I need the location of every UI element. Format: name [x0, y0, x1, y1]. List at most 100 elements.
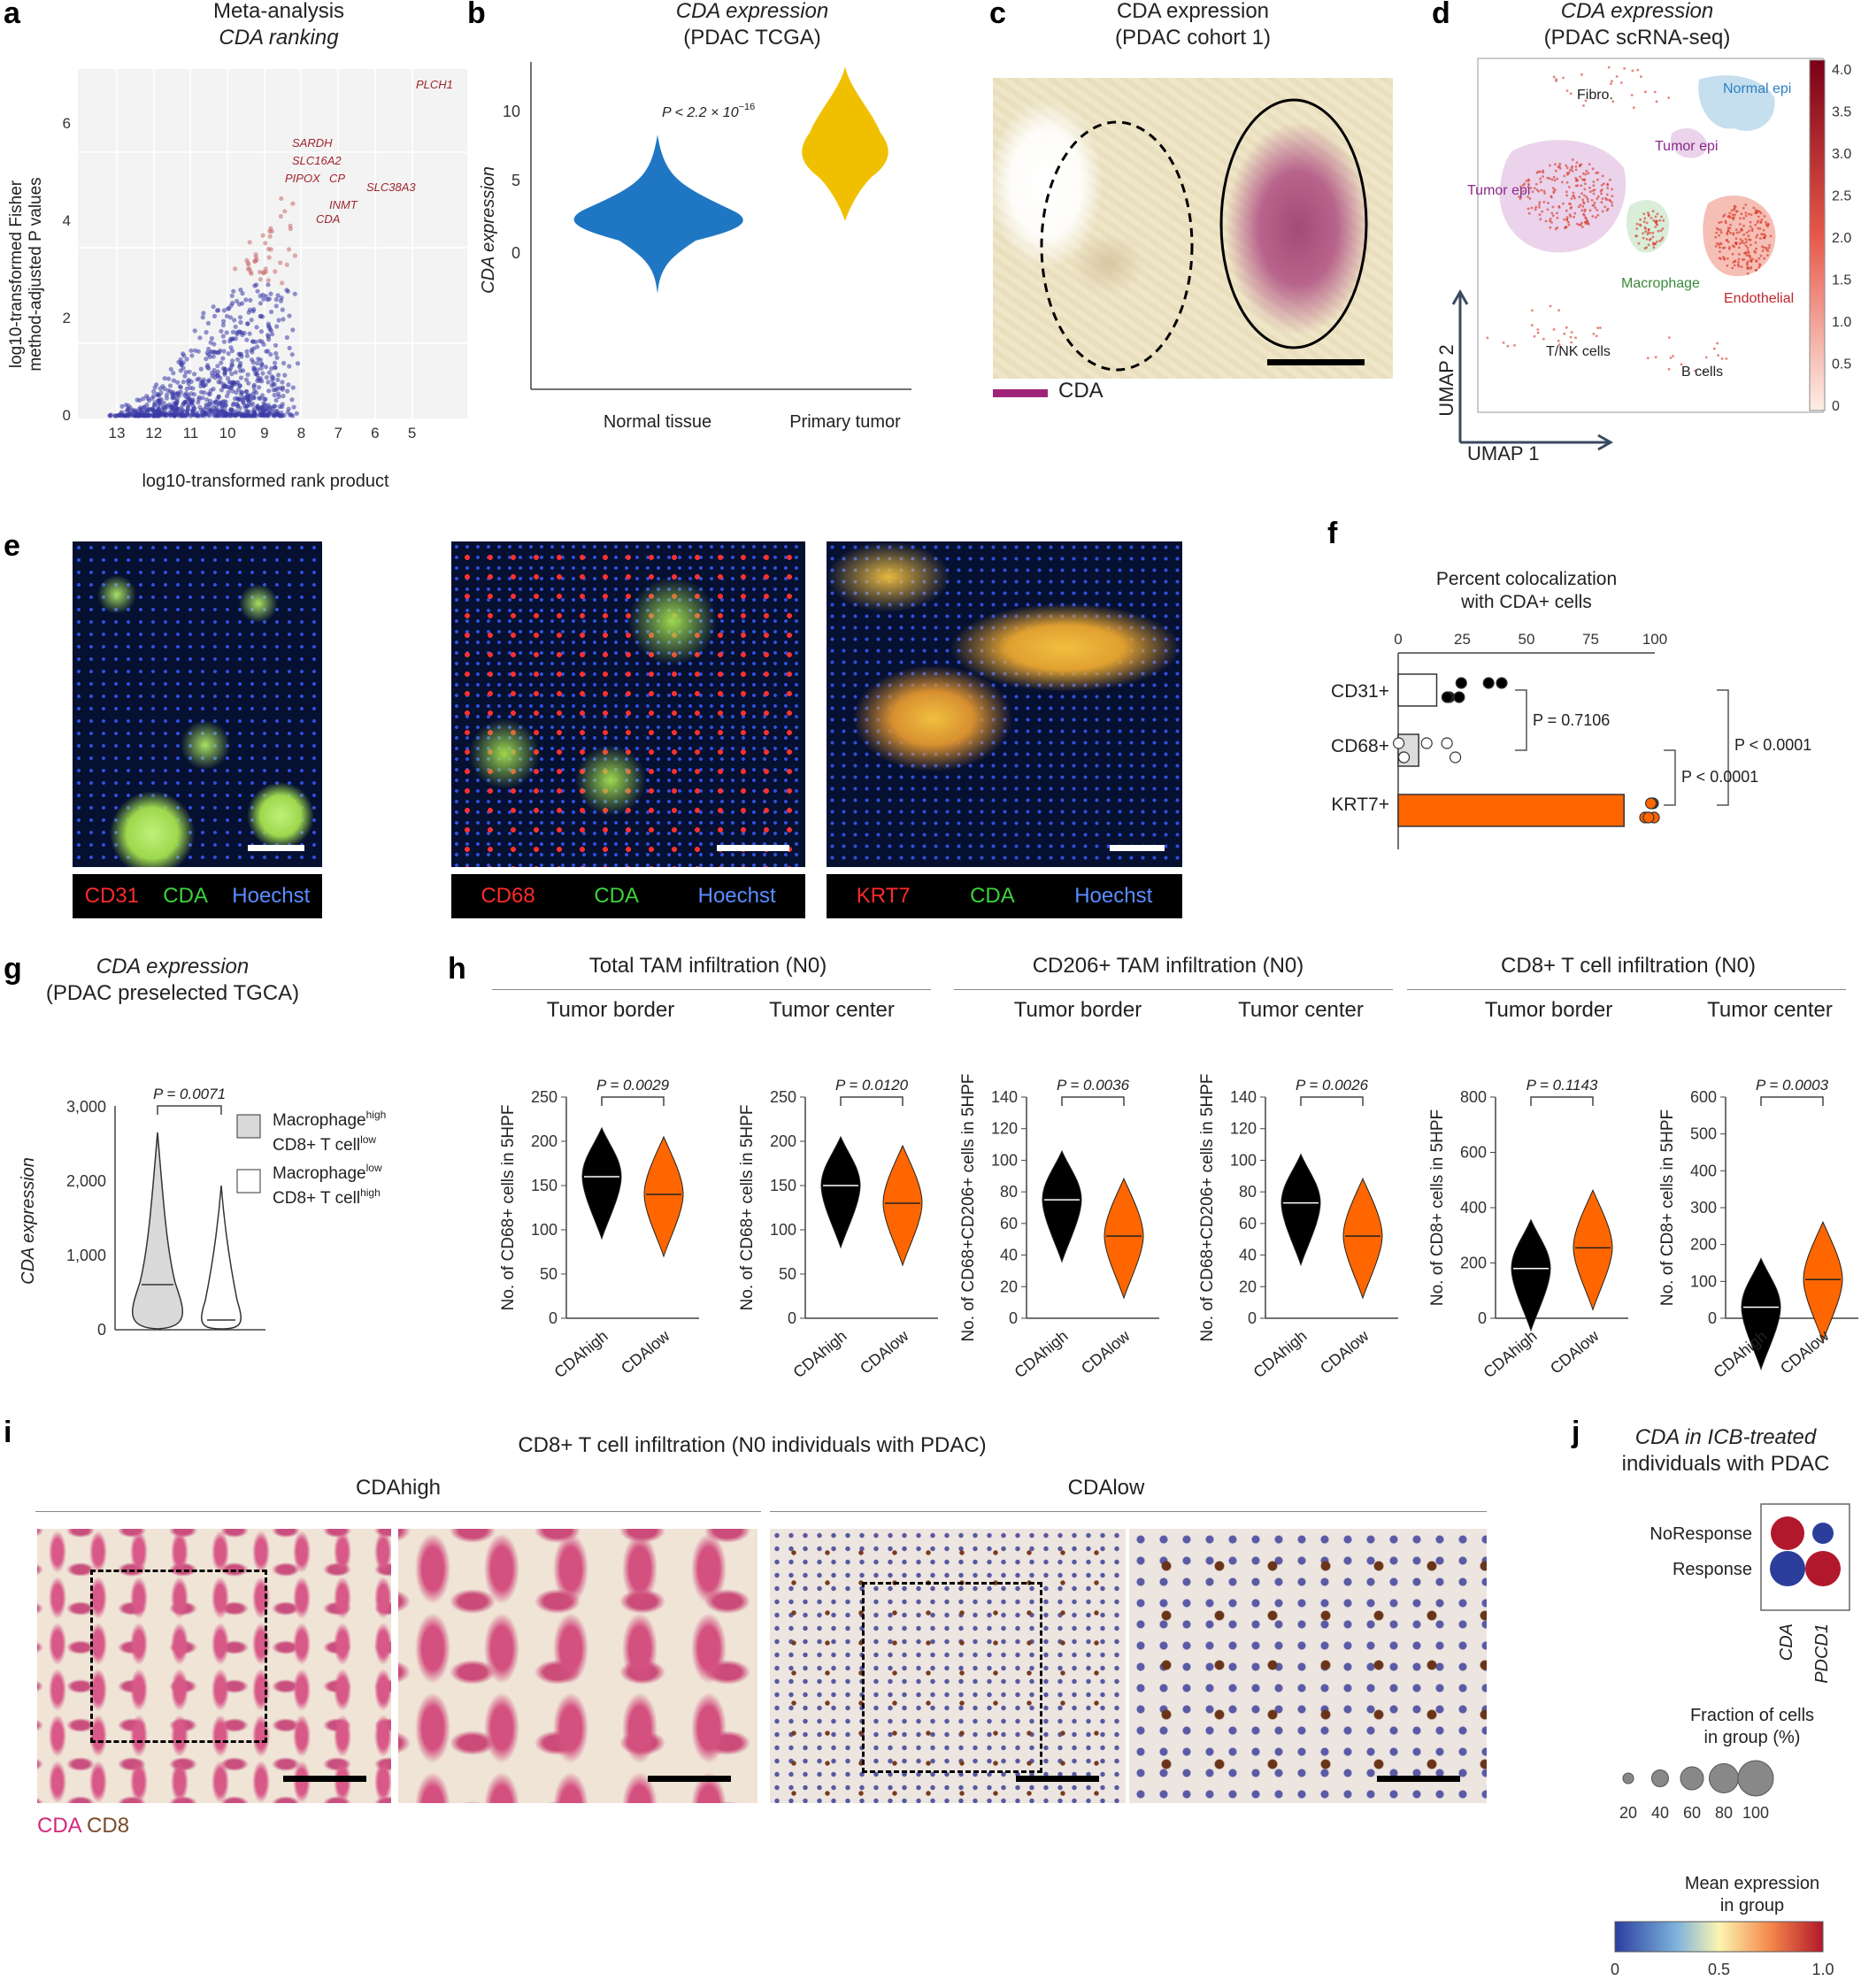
- e-tile-2-marker: CD68: [481, 884, 535, 908]
- e-tile-3-image: [827, 541, 1182, 867]
- g-leg2a: Macrophage: [273, 1164, 366, 1183]
- d-cell-dot: [1733, 264, 1736, 267]
- d-cell-dot: [1661, 227, 1665, 230]
- d-cell-dot: [1718, 221, 1721, 225]
- a-point: [221, 349, 227, 354]
- d-cell-dot: [1605, 209, 1609, 212]
- d-cell-dot: [1600, 192, 1603, 196]
- h-ytick: 400: [1690, 1162, 1717, 1179]
- d-cell-dot: [1647, 211, 1650, 214]
- a-point: [208, 388, 213, 394]
- a-point: [274, 355, 280, 360]
- d-cell-dot: [1591, 203, 1595, 207]
- d-cell-dot: [1591, 189, 1595, 192]
- d-cell-dot: [1654, 220, 1657, 224]
- d-cell-dot: [1763, 236, 1766, 240]
- a-gene-label: SLC38A3: [366, 180, 416, 194]
- d-cell-dot: [1638, 223, 1642, 226]
- d-cell-dot: [1733, 204, 1736, 208]
- d-cell-dot: [1735, 231, 1739, 234]
- j-color-tick: 0.5: [1708, 1961, 1730, 1978]
- d-cell-dot: [1565, 190, 1568, 194]
- d-cell-dot: [1595, 172, 1598, 174]
- d-cell-dot: [1658, 240, 1662, 242]
- d-cell-dot: [1603, 205, 1607, 209]
- d-cell-dot: [1533, 334, 1536, 338]
- a-point: [258, 338, 263, 344]
- a-point: [230, 358, 235, 364]
- a-point: [161, 400, 166, 405]
- a-gene-label: SARDH: [292, 136, 333, 150]
- d-cell-dot: [1596, 209, 1599, 211]
- h-bracket: [1061, 1096, 1125, 1106]
- panel-a-scatter: 0 2 4 6 13 12 11 10 9 8 7 6 5 PLCH1 SARDH SLC16A2 P…: [7, 69, 467, 491]
- a-point: [271, 412, 276, 418]
- d-cell-dot: [1563, 332, 1566, 335]
- h-ytick: 0: [1009, 1309, 1018, 1327]
- d-cell-dot: [1565, 218, 1569, 221]
- d-cell-dot: [1653, 90, 1657, 94]
- d-cell-dot: [1644, 230, 1648, 234]
- h-ytick: 150: [770, 1177, 796, 1194]
- a-point: [178, 368, 183, 373]
- d-cell-dot: [1562, 76, 1565, 80]
- a-point: [155, 391, 160, 397]
- h-violin: [643, 1135, 684, 1258]
- a-point: [244, 337, 250, 342]
- d-umap1-label: UMAP 1: [1467, 442, 1540, 464]
- d-cell-dot: [1538, 213, 1542, 217]
- a-point: [286, 406, 291, 411]
- a-point: [254, 325, 259, 330]
- d-cell-dot: [1726, 229, 1730, 233]
- d-cell-dot: [1611, 203, 1614, 207]
- a-point: [207, 398, 213, 403]
- d-cell-dot: [1584, 173, 1588, 176]
- d-cell-dot: [1565, 166, 1569, 170]
- d-cell-dot: [1755, 260, 1758, 263]
- d-endothelial-cluster: [1703, 196, 1776, 277]
- f-xtick: 100: [1642, 631, 1667, 648]
- d-cell-dot: [1742, 233, 1745, 236]
- h-ytick: 60: [1239, 1215, 1257, 1232]
- a-ytick-6: 6: [63, 115, 71, 132]
- h-ytick: 200: [1690, 1236, 1717, 1254]
- d-cell-dot: [1741, 239, 1744, 242]
- a-point: [258, 301, 263, 306]
- h-ytick: 100: [531, 1221, 558, 1239]
- a-point: [126, 403, 131, 409]
- d-cbar-tick: 2.5: [1832, 189, 1851, 204]
- d-cell-dot: [1502, 342, 1505, 344]
- g-ylabel: CDA expression: [19, 1157, 38, 1285]
- a-point: [253, 255, 258, 260]
- d-cell-dot: [1755, 210, 1758, 213]
- d-cell-dot: [1588, 190, 1592, 194]
- d-cell-dot: [1646, 357, 1650, 360]
- a-point: [222, 413, 227, 418]
- a-point: [224, 330, 229, 335]
- a-point: [253, 339, 258, 345]
- d-cell-dot: [1534, 205, 1538, 209]
- d-cell-dot: [1538, 203, 1541, 206]
- d-cell-dot: [1565, 226, 1568, 228]
- a-point: [281, 360, 287, 366]
- h-bracket: [840, 1096, 904, 1106]
- a-ytick-0: 0: [63, 407, 71, 424]
- panel-d-label: d: [1432, 0, 1450, 30]
- h-sub-6: Tumor center: [1707, 998, 1833, 1022]
- d-cell-dot: [1554, 163, 1557, 166]
- i-image-4-scale-bar: [1377, 1776, 1460, 1782]
- d-cell-dot: [1644, 227, 1647, 230]
- d-cell-dot: [1716, 342, 1719, 345]
- a-point: [245, 372, 250, 378]
- h-ytick: 200: [770, 1132, 796, 1150]
- d-cell-dot: [1565, 164, 1568, 167]
- d-cluster-tnk: T/NK cells: [1546, 344, 1611, 359]
- i-legend-cda: CDA: [37, 1814, 81, 1838]
- a-point: [211, 354, 216, 359]
- f-dot: [1392, 737, 1405, 749]
- a-point: [201, 311, 206, 316]
- d-cell-dot: [1576, 222, 1579, 226]
- a-point: [160, 411, 165, 417]
- e-tile-2-image: [451, 541, 805, 867]
- g-leg1d: low: [360, 1133, 376, 1146]
